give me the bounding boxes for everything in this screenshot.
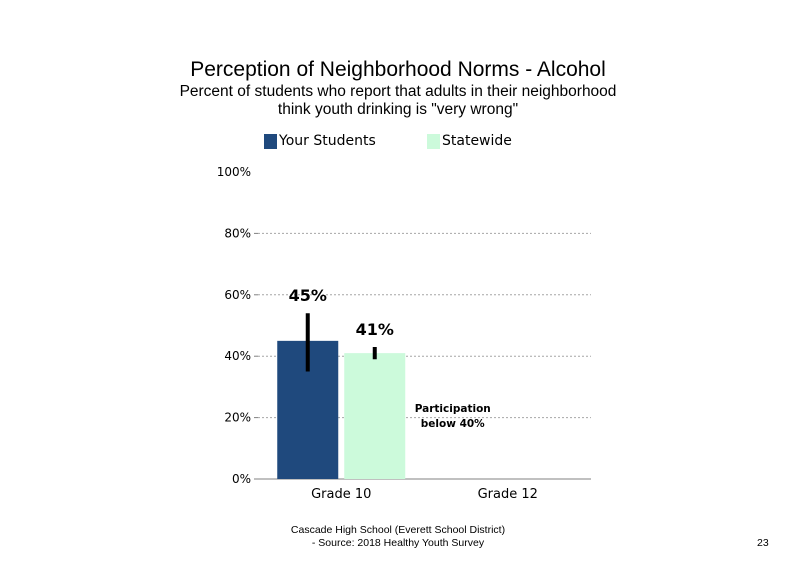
subtitle-line-2: think youth drinking is "very wrong" xyxy=(277,101,519,118)
chart-title: Perception of Neighborhood Norms - Alcoh… xyxy=(190,58,606,81)
footer-source: Cascade High School (Everett School Dist… xyxy=(200,524,596,550)
y-tick-label: 60% xyxy=(224,288,251,302)
y-tick-label: 80% xyxy=(224,226,251,240)
legend-item-your-students: Your Students xyxy=(264,133,376,149)
data-label: 41% xyxy=(356,320,394,339)
page-number: 23 xyxy=(757,537,769,549)
x-category-label: Grade 10 xyxy=(311,487,371,502)
legend-label-your-students: Your Students xyxy=(279,133,376,149)
y-tick-label: 20% xyxy=(224,411,251,425)
legend-label-statewide: Statewide xyxy=(442,133,512,149)
data-label: 45% xyxy=(289,286,327,305)
footer-school: Cascade High School (Everett School Dist… xyxy=(290,524,506,536)
legend-item-statewide: Statewide xyxy=(427,133,512,149)
chart-subtitle: Percent of students who report that adul… xyxy=(0,83,796,119)
footer-source-line: - Source: 2018 Healthy Youth Survey xyxy=(311,537,485,549)
participation-note: Participation xyxy=(415,403,491,415)
y-tick-label: 40% xyxy=(224,349,251,363)
bar-statewide-grade-10 xyxy=(344,353,406,479)
subtitle-line-1: Percent of students who report that adul… xyxy=(179,83,617,100)
x-category-label: Grade 12 xyxy=(478,487,538,502)
chart-legend: Your Students Statewide xyxy=(0,133,800,153)
legend-swatch-statewide xyxy=(427,133,440,149)
y-tick-label: 0% xyxy=(232,472,251,486)
participation-note: below 40% xyxy=(421,418,485,430)
y-tick-label: 100% xyxy=(217,165,251,179)
legend-swatch-your-students xyxy=(264,133,277,149)
